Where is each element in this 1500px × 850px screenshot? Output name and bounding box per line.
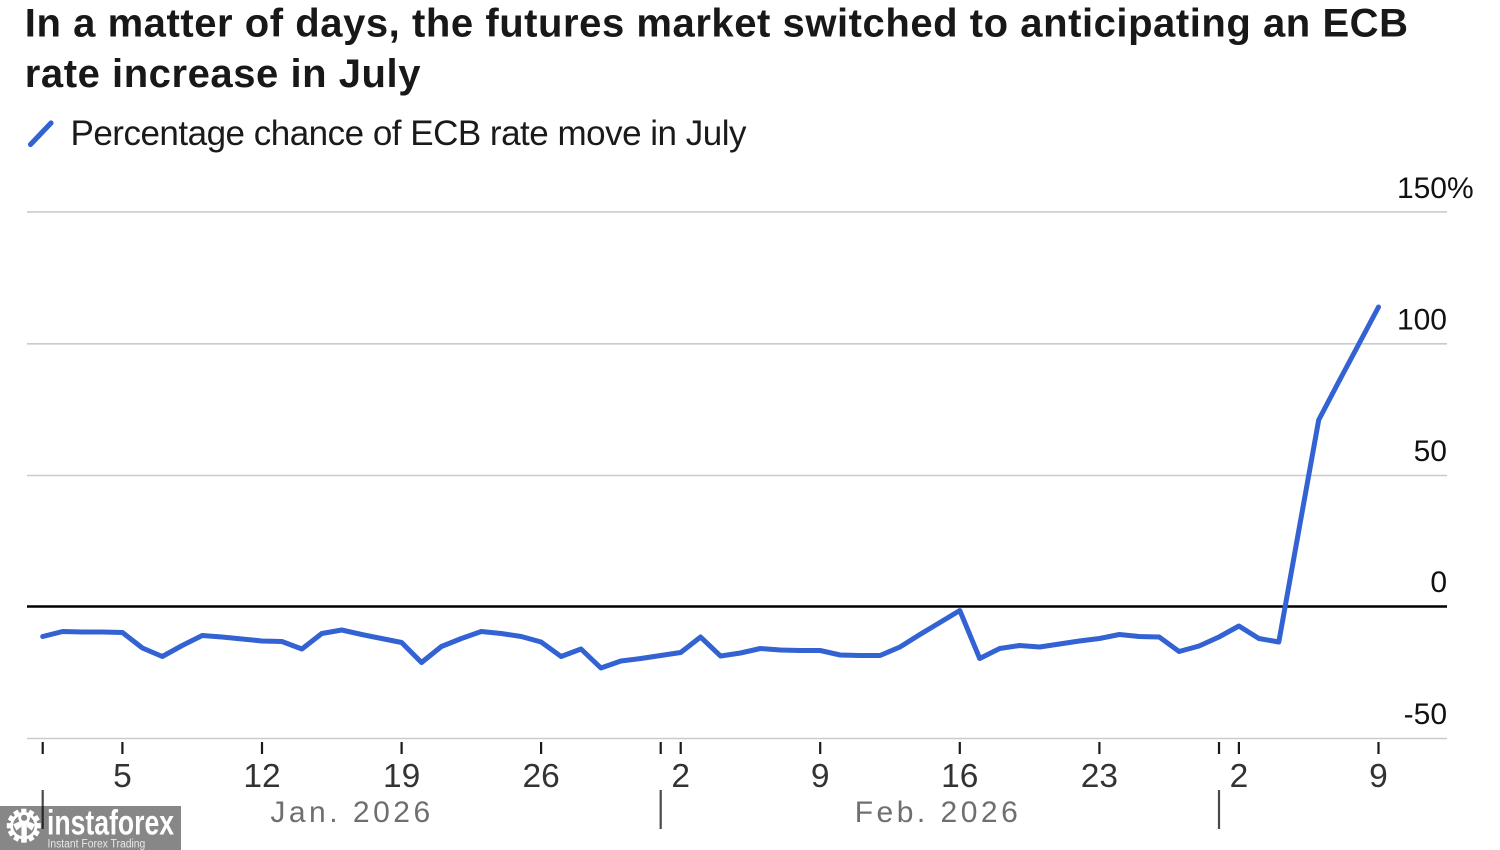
svg-text:rate increase in July: rate increase in July <box>25 52 421 96</box>
svg-text:0: 0 <box>1430 566 1447 599</box>
svg-text:19: 19 <box>383 758 420 795</box>
svg-text:100: 100 <box>1397 304 1447 337</box>
svg-text:150: 150 <box>1397 172 1447 205</box>
svg-text:Percentage chance of ECB rate: Percentage chance of ECB rate move in Ju… <box>71 114 747 153</box>
svg-text:12: 12 <box>243 758 280 795</box>
svg-text:2: 2 <box>1230 758 1249 795</box>
svg-text:23: 23 <box>1081 758 1118 795</box>
svg-text:16: 16 <box>941 758 978 795</box>
svg-text:In a matter of days, the futur: In a matter of days, the futures market … <box>25 1 1409 45</box>
svg-text:5: 5 <box>113 758 132 795</box>
svg-text:50: 50 <box>1414 435 1447 468</box>
svg-text:%: % <box>1447 172 1474 205</box>
svg-text:-50: -50 <box>1404 698 1447 731</box>
svg-text:instaforex: instaforex <box>47 803 175 842</box>
svg-text:Instant Forex Trading: Instant Forex Trading <box>48 838 146 850</box>
svg-text:9: 9 <box>1369 758 1388 795</box>
svg-text:2: 2 <box>671 758 690 795</box>
svg-text:Jan. 2026: Jan. 2026 <box>270 796 433 829</box>
svg-text:Feb. 2026: Feb. 2026 <box>855 796 1022 829</box>
svg-text:9: 9 <box>811 758 830 795</box>
svg-text:26: 26 <box>522 758 559 795</box>
